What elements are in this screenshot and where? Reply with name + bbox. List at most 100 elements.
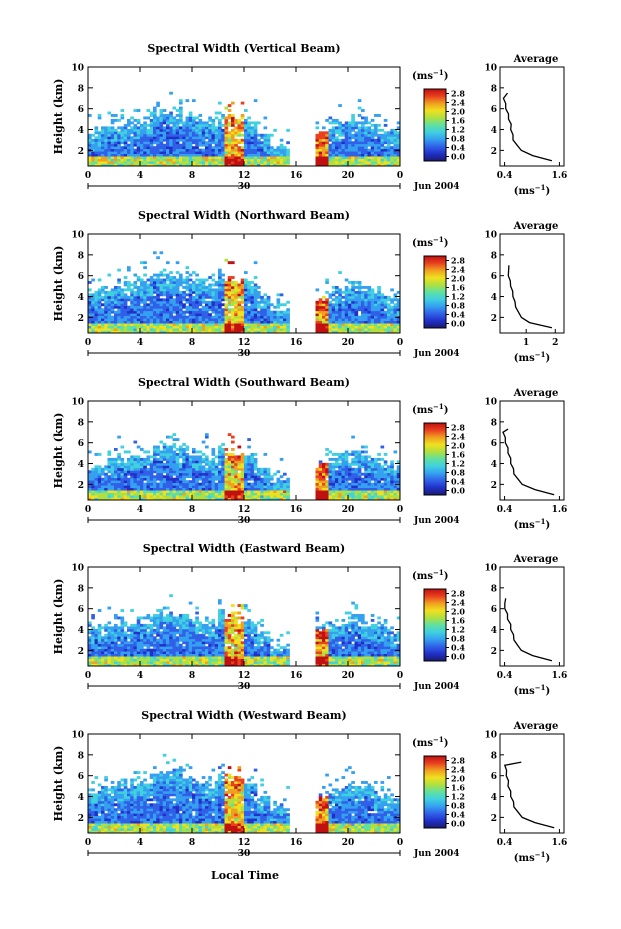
heatmap-cell (172, 318, 177, 322)
heatmap-cell (331, 323, 336, 326)
heatmap-cell (117, 141, 121, 145)
heatmap-cell (247, 323, 251, 326)
heatmap-cell (205, 492, 209, 496)
heatmap-cell (231, 472, 235, 476)
heatmap-cell (172, 450, 177, 454)
heatmap-cell (101, 480, 105, 484)
heatmap-cell (325, 158, 329, 162)
heatmap-cell (250, 472, 255, 476)
heatmap-cell (250, 131, 255, 135)
x-tick-label: 12 (238, 338, 251, 348)
heatmap-cell (387, 477, 391, 481)
heatmap-cell (117, 492, 121, 496)
heatmap-cell (237, 133, 242, 137)
heatmap-cell (162, 455, 167, 459)
heatmap-cell (247, 136, 251, 140)
heatmap-cell (348, 300, 352, 304)
heatmap-cell (185, 323, 190, 326)
heatmap-cell (357, 300, 362, 304)
heatmap-cell (123, 475, 128, 479)
heatmap-cell (91, 472, 95, 476)
heatmap-cell (101, 492, 105, 496)
heatmap-cell (357, 330, 362, 334)
heatmap-cell (276, 482, 281, 486)
heatmap-cell (162, 133, 167, 137)
heatmap-cell (159, 278, 164, 282)
heatmap-cell (260, 323, 264, 326)
heatmap-cell (156, 118, 160, 122)
heatmap-cell (127, 128, 131, 132)
heatmap-cell (377, 490, 381, 493)
heatmap-cell (361, 138, 365, 142)
heatmap-cell (370, 290, 375, 294)
heatmap-cell (97, 643, 102, 647)
heatmap-cell (153, 118, 157, 122)
heatmap-cell (114, 480, 118, 484)
heatmap-cell (396, 146, 401, 150)
y-tick-label: 8 (78, 418, 84, 428)
heatmap-cell (179, 303, 183, 307)
heatmap-cell (117, 146, 121, 150)
heatmap-cell (253, 136, 258, 140)
heatmap-cell (208, 156, 212, 159)
heatmap-cell (335, 298, 339, 302)
heatmap-cell (351, 470, 355, 474)
heatmap-cell (166, 298, 170, 302)
heatmap-cell (331, 151, 336, 155)
heatmap-cell (162, 492, 167, 496)
heatmap-cell (318, 298, 323, 302)
heatmap-cell (227, 472, 232, 476)
heatmap-cell (192, 141, 196, 145)
heatmap-cell (234, 281, 238, 284)
heatmap-cell (348, 126, 352, 130)
heatmap-cell (218, 328, 222, 331)
heatmap-cell (94, 638, 99, 642)
heatmap-cell (153, 141, 157, 145)
heatmap-cell (380, 163, 385, 167)
heatmap-cell (101, 495, 105, 498)
heatmap-cell (175, 285, 180, 289)
heatmap-cell (162, 293, 167, 297)
heatmap-cell (325, 278, 329, 282)
heatmap-cell (266, 141, 271, 145)
heatmap-cell (396, 475, 401, 479)
heatmap-cell (218, 268, 222, 272)
heatmap-cell (396, 290, 401, 294)
heatmap-cell (143, 136, 147, 140)
heatmap-cell (387, 470, 391, 474)
heatmap-cell (224, 283, 229, 287)
heatmap-cell (185, 472, 190, 476)
heatmap-cell (198, 126, 203, 130)
heatmap-cell (179, 136, 183, 140)
heatmap-cell (344, 320, 349, 324)
heatmap-cell (101, 128, 105, 132)
heatmap-cell (237, 126, 242, 130)
heatmap-cell (133, 320, 138, 324)
heatmap-cell (179, 470, 183, 474)
heatmap-cell (328, 495, 333, 498)
heatmap-cell (110, 477, 115, 481)
heatmap-cell (364, 445, 368, 449)
heatmap-cell (136, 318, 141, 322)
heatmap-cell (123, 143, 128, 147)
heatmap-cell (231, 477, 235, 481)
heatmap-cell (94, 485, 99, 489)
heatmap-cell (172, 452, 177, 456)
heatmap-cell (338, 472, 342, 476)
heatmap-cell (175, 271, 180, 275)
heatmap-cell (143, 133, 147, 137)
heatmap-cell (117, 495, 121, 498)
heatmap-cell (286, 158, 290, 162)
colorbar-tick-label: 2.4 (451, 432, 465, 442)
heatmap-cell (153, 470, 157, 474)
heatmap-cell (198, 492, 203, 496)
heatmap-cell (367, 320, 372, 324)
heatmap-cell (201, 148, 206, 152)
heatmap-cell (234, 323, 238, 326)
heatmap-cell (91, 628, 95, 632)
heatmap-cell (107, 315, 112, 319)
heatmap-cell (198, 325, 203, 329)
heatmap-cell (221, 318, 225, 322)
heatmap-cell (211, 121, 216, 125)
heatmap-cell (120, 330, 125, 334)
